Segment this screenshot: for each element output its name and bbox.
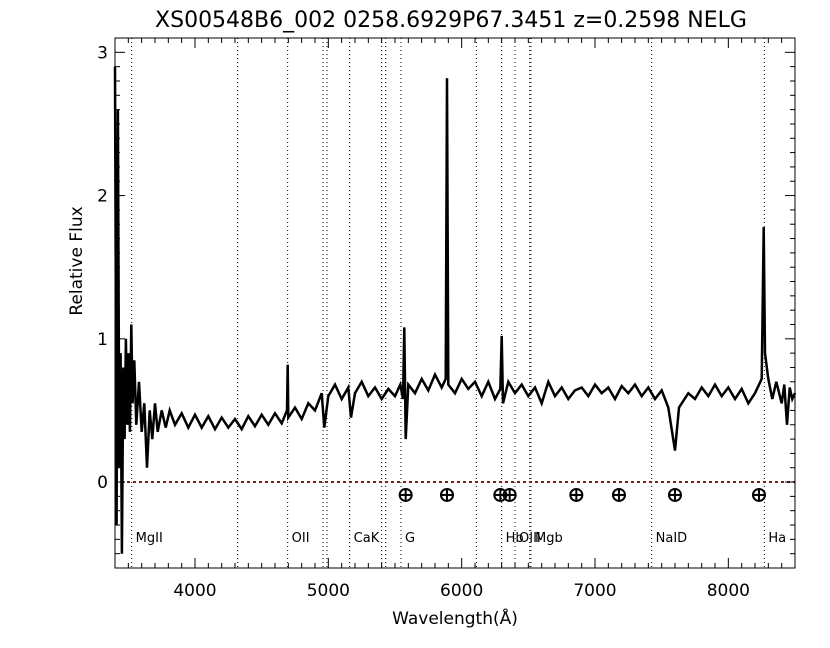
spectral-line-label: MgII — [136, 531, 163, 546]
telluric-marker — [612, 487, 626, 502]
y-tick-label: 3 — [97, 43, 108, 63]
x-tick-label: 4000 — [173, 581, 216, 601]
spectral-line-label: OII — [292, 531, 310, 546]
y-axis-label: Relative Flux — [67, 206, 87, 315]
spectral-line-label: CaK — [354, 531, 380, 546]
telluric-marker — [440, 487, 454, 502]
chart-title: XS00548B6_002 0258.6929P67.3451 z=0.2598… — [155, 8, 747, 33]
spectral-line-label: G — [405, 531, 415, 546]
telluric-marker — [569, 487, 584, 502]
y-tick-label: 1 — [97, 330, 108, 350]
ticks-layer: 4000 5000 6000 7000 8000 0 1 2 3 — [97, 38, 796, 601]
spectral-lines-layer: MgIIOIICaKGHbOIIIMgbNaIDHa — [131, 38, 786, 568]
spectral-line-label: Ha — [768, 531, 786, 546]
telluric-marker — [668, 487, 682, 502]
telluric-markers-layer — [398, 487, 766, 502]
plot-frame — [114, 37, 796, 569]
y-tick-label: 0 — [97, 473, 108, 493]
spectrum-series-line — [113, 66, 797, 554]
telluric-marker — [398, 487, 413, 502]
x-tick-label: 8000 — [707, 581, 750, 601]
x-tick-label: 6000 — [440, 581, 483, 601]
spectral-line-label: NaID — [656, 531, 688, 546]
x-tick-label: 7000 — [573, 581, 616, 601]
spectral-line-label: Mgb — [535, 531, 563, 546]
telluric-marker — [502, 487, 517, 502]
x-tick-label: 5000 — [307, 581, 350, 601]
telluric-marker — [752, 487, 766, 502]
x-axis-label: Wavelength(Å) — [392, 607, 518, 629]
y-tick-label: 2 — [97, 187, 108, 207]
